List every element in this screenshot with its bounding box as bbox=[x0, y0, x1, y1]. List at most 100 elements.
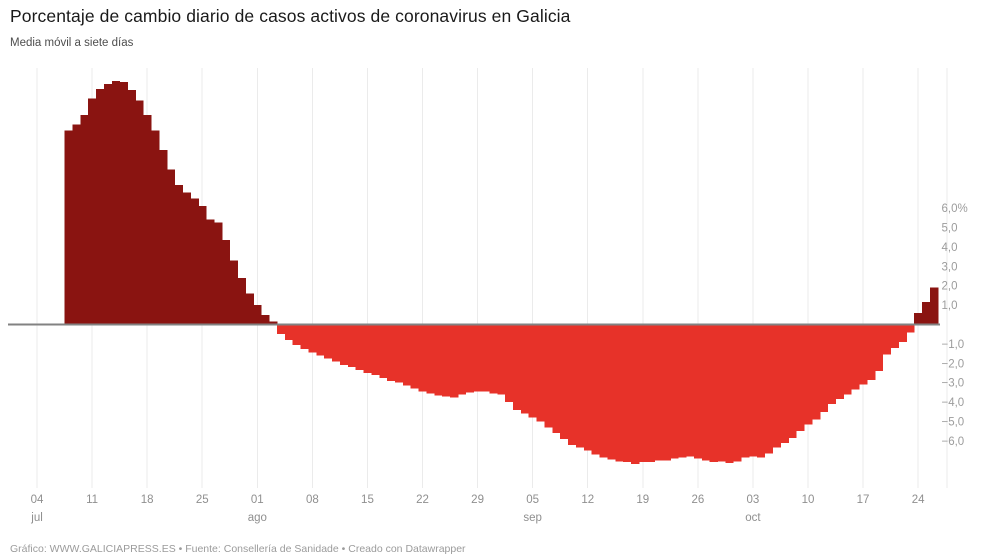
bar[interactable] bbox=[332, 324, 341, 362]
bar[interactable] bbox=[725, 324, 734, 464]
bar[interactable] bbox=[151, 130, 160, 325]
bar[interactable] bbox=[662, 324, 671, 461]
bar[interactable] bbox=[379, 324, 388, 378]
bar[interactable] bbox=[481, 324, 490, 392]
bar[interactable] bbox=[733, 324, 742, 462]
bar[interactable] bbox=[182, 192, 191, 325]
bar[interactable] bbox=[394, 324, 404, 383]
bar[interactable] bbox=[96, 88, 105, 325]
bar[interactable] bbox=[646, 324, 656, 463]
bar[interactable] bbox=[457, 324, 467, 395]
bar[interactable] bbox=[607, 324, 616, 460]
bar[interactable] bbox=[339, 324, 349, 366]
bar[interactable] bbox=[701, 324, 711, 461]
bar[interactable] bbox=[583, 324, 593, 451]
bar[interactable] bbox=[355, 324, 364, 371]
bar[interactable] bbox=[221, 240, 231, 325]
bar[interactable] bbox=[709, 324, 718, 463]
bar[interactable] bbox=[206, 219, 215, 325]
bar[interactable] bbox=[426, 324, 435, 394]
bar[interactable] bbox=[489, 324, 498, 394]
bar[interactable] bbox=[536, 324, 545, 422]
bar[interactable] bbox=[418, 324, 427, 392]
bar[interactable] bbox=[788, 324, 797, 438]
bar[interactable] bbox=[174, 184, 184, 325]
bar[interactable] bbox=[638, 324, 648, 463]
bar[interactable] bbox=[520, 324, 530, 414]
bar[interactable] bbox=[284, 324, 294, 341]
bar[interactable] bbox=[819, 324, 829, 412]
bar[interactable] bbox=[749, 324, 758, 457]
bar[interactable] bbox=[780, 324, 789, 443]
bar[interactable] bbox=[237, 277, 246, 325]
bar[interactable] bbox=[434, 324, 443, 396]
bar[interactable] bbox=[623, 324, 632, 463]
bar[interactable] bbox=[190, 198, 199, 325]
bar[interactable] bbox=[316, 324, 325, 356]
bar[interactable] bbox=[111, 81, 121, 325]
bar[interactable] bbox=[686, 324, 695, 457]
bar[interactable] bbox=[922, 302, 931, 325]
bar[interactable] bbox=[654, 324, 663, 461]
bar[interactable] bbox=[772, 324, 781, 448]
bar[interactable] bbox=[261, 314, 270, 325]
bar[interactable] bbox=[308, 324, 317, 353]
bar[interactable] bbox=[80, 114, 89, 325]
bar[interactable] bbox=[158, 149, 168, 325]
bar[interactable] bbox=[229, 260, 239, 325]
bar[interactable] bbox=[347, 324, 357, 368]
bar[interactable] bbox=[914, 312, 923, 325]
bar[interactable] bbox=[253, 305, 262, 325]
bar[interactable] bbox=[890, 324, 899, 348]
bar[interactable] bbox=[756, 324, 766, 458]
bar[interactable] bbox=[135, 100, 144, 325]
bar[interactable] bbox=[64, 130, 73, 325]
bar[interactable] bbox=[599, 324, 608, 458]
bar[interactable] bbox=[292, 324, 302, 345]
bar[interactable] bbox=[300, 324, 309, 349]
bar[interactable] bbox=[630, 324, 640, 465]
bar[interactable] bbox=[119, 82, 128, 325]
bar[interactable] bbox=[859, 324, 868, 385]
bar[interactable] bbox=[851, 324, 860, 390]
bar[interactable] bbox=[103, 83, 113, 325]
bar[interactable] bbox=[387, 324, 396, 381]
bar[interactable] bbox=[371, 324, 380, 375]
bar[interactable] bbox=[670, 324, 679, 459]
bar[interactable] bbox=[166, 169, 176, 325]
bar[interactable] bbox=[143, 114, 152, 325]
bar[interactable] bbox=[465, 324, 475, 393]
bar[interactable] bbox=[804, 324, 813, 425]
bar[interactable] bbox=[560, 324, 569, 439]
bar[interactable] bbox=[72, 124, 81, 325]
bar[interactable] bbox=[741, 324, 750, 458]
bar[interactable] bbox=[544, 324, 553, 428]
bar[interactable] bbox=[717, 324, 726, 462]
bar[interactable] bbox=[575, 324, 585, 448]
bar[interactable] bbox=[363, 324, 372, 374]
bar[interactable] bbox=[827, 324, 836, 405]
bar[interactable] bbox=[678, 324, 687, 458]
bar[interactable] bbox=[796, 324, 805, 432]
bar[interactable] bbox=[882, 324, 892, 355]
bar[interactable] bbox=[512, 324, 522, 410]
bar[interactable] bbox=[88, 98, 97, 325]
bar[interactable] bbox=[693, 324, 703, 459]
bar[interactable] bbox=[874, 324, 884, 372]
bar[interactable] bbox=[552, 324, 561, 434]
bar[interactable] bbox=[568, 324, 577, 445]
bar[interactable] bbox=[442, 324, 451, 397]
bar[interactable] bbox=[898, 324, 907, 342]
bar[interactable] bbox=[615, 324, 624, 462]
bar[interactable] bbox=[835, 324, 844, 400]
bar[interactable] bbox=[929, 287, 939, 325]
bar[interactable] bbox=[214, 222, 223, 325]
bar[interactable] bbox=[528, 324, 538, 418]
bar[interactable] bbox=[276, 324, 286, 335]
bar[interactable] bbox=[402, 324, 412, 386]
bar[interactable] bbox=[127, 89, 136, 325]
bar[interactable] bbox=[324, 324, 333, 359]
bar[interactable] bbox=[764, 324, 774, 454]
bar[interactable] bbox=[505, 324, 514, 403]
bar[interactable] bbox=[198, 206, 207, 325]
